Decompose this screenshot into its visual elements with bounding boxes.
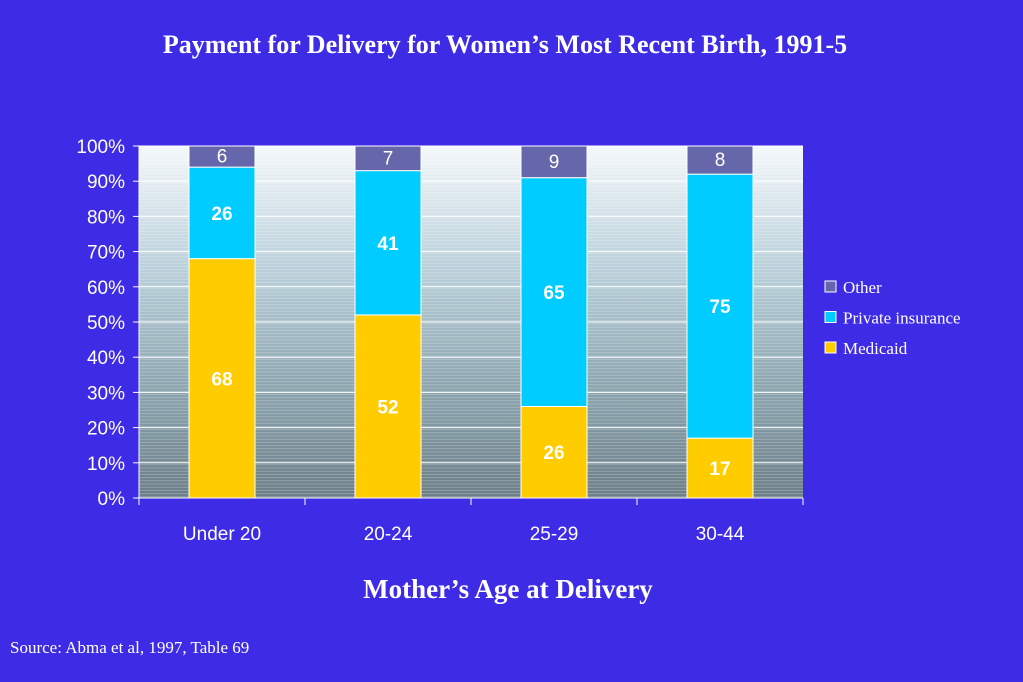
bar-segment — [686, 437, 754, 499]
y-tick-label: 40% — [87, 348, 125, 369]
bar-segment — [354, 314, 422, 499]
data-label: 17 — [709, 459, 730, 480]
y-tick-label: 100% — [76, 137, 125, 158]
y-tick-label: 50% — [87, 313, 125, 334]
chart-title: Payment for Delivery for Women’s Most Re… — [162, 30, 848, 59]
bar-segment — [686, 173, 754, 439]
bar-segment — [520, 145, 588, 179]
x-tick-label: Under 20 — [183, 524, 261, 545]
y-tick-label: 20% — [87, 419, 125, 440]
data-label: 8 — [715, 150, 726, 171]
data-label: 65 — [543, 283, 565, 304]
y-tick-label: 90% — [87, 172, 125, 193]
legend-label: Other — [843, 278, 882, 297]
bar-segment — [354, 145, 422, 172]
bar-segment — [686, 145, 754, 175]
legend-label: Medicaid — [843, 339, 908, 358]
data-label: 68 — [211, 369, 232, 390]
data-label: 41 — [377, 234, 399, 255]
y-tick-label: 10% — [87, 454, 125, 475]
y-tick-label: 80% — [87, 207, 125, 228]
y-tick-label: 0% — [98, 489, 126, 510]
data-label: 75 — [709, 297, 731, 318]
legend: Other Private insurance Medicaid — [824, 278, 961, 358]
legend-swatch — [824, 311, 837, 323]
source-note: Source: Abma et al, 1997, Table 69 — [10, 638, 250, 657]
data-label: 7 — [383, 148, 394, 169]
data-label: 26 — [211, 204, 232, 225]
legend-swatch — [824, 280, 837, 293]
y-tick-label: 30% — [87, 383, 125, 404]
legend-label: Private insurance — [843, 309, 961, 328]
x-axis-label: Mother’s Age at Delivery — [363, 574, 653, 604]
bar-segment — [354, 170, 422, 316]
x-tick-labels: Under 20 20-24 25-29 30-44 — [183, 524, 745, 545]
bar-segment — [520, 405, 588, 499]
x-tick-label: 25-29 — [530, 524, 579, 545]
bars: 68 26 6 52 41 7 26 65 9 17 75 8 — [188, 145, 754, 499]
x-tick-label: 20-24 — [364, 524, 413, 545]
y-tick-label: 60% — [87, 278, 125, 299]
bar-segment — [188, 258, 256, 499]
data-label: 52 — [377, 397, 398, 418]
y-tick-labels: 0% 10% 20% 30% 40% 50% 60% 70% 80% 90% 100% — [76, 137, 125, 510]
x-tick-label: 30-44 — [696, 524, 745, 545]
y-tick-label: 70% — [87, 243, 125, 264]
data-label: 6 — [217, 147, 228, 168]
legend-swatch — [824, 341, 837, 354]
data-label: 26 — [543, 443, 564, 464]
bar-segment — [188, 145, 256, 168]
data-label: 9 — [549, 152, 560, 173]
bar-segment — [188, 166, 256, 260]
